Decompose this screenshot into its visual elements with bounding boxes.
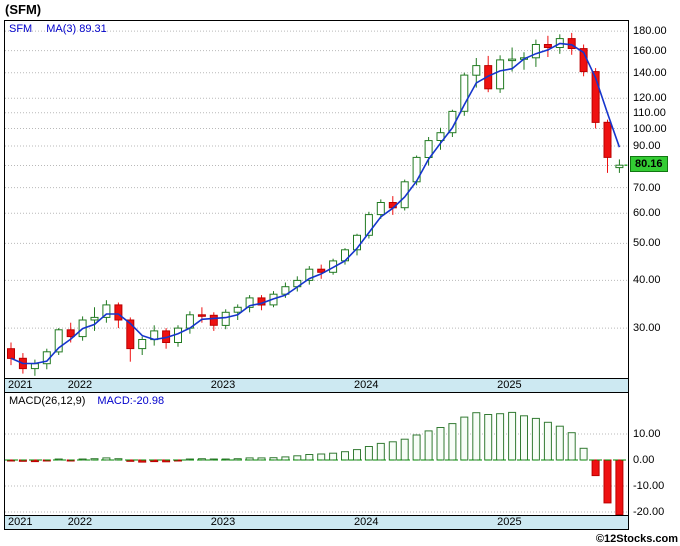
x-axis-year-label: 2025 (497, 516, 522, 528)
x-axis-band-macd: 2021 2022 2023 2024 2025 (5, 515, 628, 529)
last-price-badge: 80.16 (630, 156, 668, 173)
x-axis-year-label: 2023 (210, 379, 236, 391)
y-axis-tick-label: 10.00 (633, 428, 661, 440)
x-axis-year-label: 2024 (354, 516, 379, 528)
macd-legend: MACD(26,12,9) MACD:-20.98 (9, 395, 164, 407)
chart-frame: SFM MA(3) 89.31 2021 2022 2023 2024 2025 MACD… (4, 20, 629, 530)
y-axis-tick-label: 100.00 (633, 122, 667, 135)
y-axis-tick-label: 180.00 (633, 25, 667, 38)
legend-symbol: SFM (9, 23, 33, 35)
x-axis-year-label: 2021 (8, 379, 33, 391)
macd-chart-svg (5, 411, 628, 515)
y-axis-tick-label: 70.00 (633, 181, 661, 194)
x-axis-year-label: 2022 (67, 516, 93, 528)
y-axis-tick-label: 40.00 (633, 274, 661, 287)
price-panel: SFM MA(3) 89.31 (5, 21, 628, 378)
x-axis-year-label: 2022 (67, 379, 93, 391)
ticker-title: (SFM) (5, 2, 42, 17)
y-axis-tick-label: 120.00 (633, 92, 667, 105)
y-axis-tick-label: 50.00 (633, 237, 661, 250)
legend-ma-value: MA(3) 89.31 (46, 23, 107, 35)
x-axis-year-label: 2023 (210, 516, 236, 528)
x-axis-year-label: 2021 (8, 516, 33, 528)
y-axis-tick-label: 60.00 (633, 207, 661, 220)
price-legend: SFM MA(3) 89.31 (9, 23, 107, 35)
x-axis-band-price: 2021 2022 2023 2024 2025 (5, 378, 628, 393)
y-axis-tick-label: 160.00 (633, 44, 667, 57)
credit-watermark: ©12Stocks.com (595, 533, 678, 545)
y-axis-labels-column: 80.16 180.00 160.00 140.00 120.00 110.00 100.… (630, 20, 680, 534)
y-axis-tick-label: 110.00 (633, 106, 666, 119)
y-axis-tick-label: -20.00 (633, 506, 665, 518)
x-axis-year-label: 2024 (354, 379, 379, 391)
x-axis-year-label: 2025 (497, 379, 522, 391)
y-axis-tick-label: -10.00 (633, 480, 665, 492)
macd-legend-label: MACD(26,12,9) (9, 395, 86, 407)
macd-panel: MACD(26,12,9) MACD:-20.98 (5, 393, 628, 515)
y-axis-tick-label: 90.00 (633, 140, 661, 152)
price-chart-svg (5, 30, 628, 376)
macd-legend-value: MACD:-20.98 (97, 395, 165, 407)
y-axis-tick-label: 0.00 (633, 454, 655, 466)
y-axis-tick-label: 140.00 (633, 66, 667, 79)
y-axis-tick-label: 30.00 (633, 322, 661, 335)
